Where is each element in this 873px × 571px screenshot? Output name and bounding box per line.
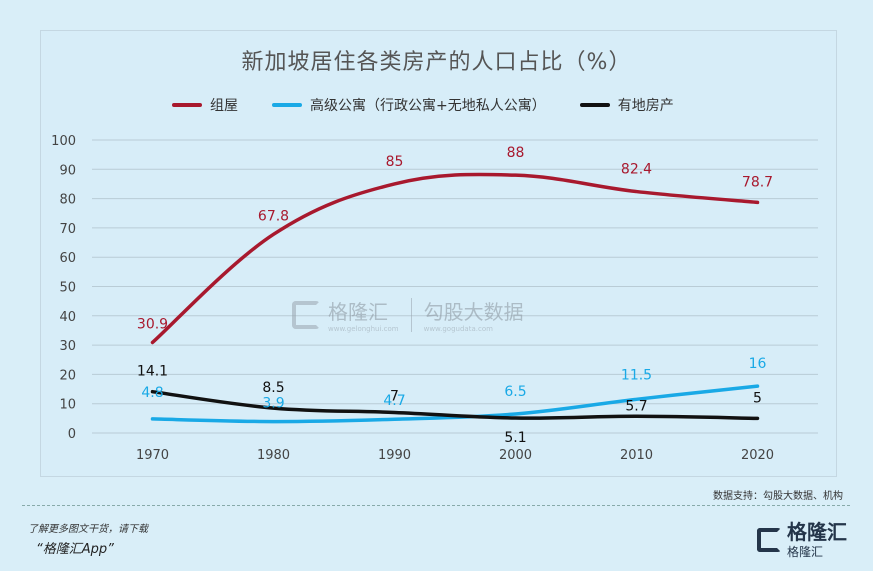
- legend-item-condo: 高级公寓（行政公寓+无地私人公寓）: [272, 95, 546, 115]
- wm-gogu-block: 勾股大数据 www.gogudata.com: [424, 296, 524, 333]
- legend-label-landed: 有地房产: [617, 98, 674, 114]
- brand-g-icon: [757, 528, 781, 552]
- data-label-landed: 5.1: [504, 430, 526, 446]
- y-tick-label: 80: [59, 193, 76, 208]
- promo-text: 了解更多图文干货，请下载: [28, 524, 148, 535]
- y-tick-label: 20: [59, 368, 76, 383]
- data-label-condo: 6.5: [504, 384, 526, 400]
- data-label-landed: 8.5: [262, 380, 284, 396]
- data-label-landed: 14.1: [137, 364, 168, 380]
- x-tick-label: 2020: [741, 448, 774, 463]
- data-label-condo: 16: [749, 356, 767, 372]
- x-tick-label: 1980: [257, 448, 290, 463]
- wm-gogu-url: www.gogudata.com: [423, 325, 493, 333]
- source-note: 数据支持：勾股大数据、机构: [713, 491, 843, 502]
- y-tick-label: 60: [59, 251, 76, 266]
- data-label-landed: 5.7: [625, 398, 647, 414]
- data-label-landed: 5: [753, 390, 762, 406]
- brand-logo: 格隆汇 格隆汇: [757, 522, 847, 558]
- wm-brand: 格隆汇: [328, 300, 388, 324]
- y-tick-label: 0: [68, 427, 76, 442]
- data-label-condo: 3.9: [262, 396, 284, 412]
- y-tick-label: 90: [59, 163, 76, 178]
- legend-swatch-condo: [272, 103, 302, 107]
- wm-brand-url: www.gelonghui.com: [328, 325, 399, 333]
- data-label-condo: 4.7: [383, 393, 405, 409]
- wm-brand-block: 格隆汇 www.gelonghui.com: [328, 296, 399, 333]
- x-tick-label: 2000: [499, 448, 532, 463]
- legend-swatch-landed: [579, 103, 610, 107]
- chart-legend: 组屋 高级公寓（行政公寓+无地私人公寓） 有地房产: [172, 95, 708, 115]
- legend-swatch-hdb: [172, 103, 202, 107]
- watermark: 格隆汇 www.gelonghui.com 勾股大数据 www.gogudata…: [292, 296, 524, 333]
- gelonghui-logo-icon: [292, 300, 320, 329]
- brand-name: 格隆汇: [787, 520, 847, 544]
- x-tick-label: 2010: [620, 448, 653, 463]
- data-label-hdb: 82.4: [621, 162, 652, 178]
- data-label-landed: 7: [390, 388, 399, 404]
- legend-item-landed: 有地房产: [579, 95, 674, 115]
- data-label-hdb: 67.8: [258, 208, 289, 224]
- wm-gogu: 勾股大数据: [423, 300, 524, 324]
- wm-divider: [410, 297, 412, 332]
- data-label-hdb: 78.7: [742, 174, 773, 190]
- brand-text: 格隆汇 格隆汇: [787, 522, 847, 558]
- y-tick-label: 10: [59, 398, 76, 413]
- y-tick-label: 100: [51, 134, 76, 149]
- data-label-hdb: 30.9: [137, 316, 168, 332]
- x-tick-label: 1990: [378, 448, 411, 463]
- chart-title: 新加坡居住各类房产的人口占比（%）: [241, 50, 632, 75]
- y-tick-label: 30: [59, 339, 76, 354]
- data-label-hdb: 85: [386, 154, 404, 170]
- y-tick-label: 70: [59, 222, 76, 237]
- data-label-condo: 11.5: [621, 367, 652, 383]
- brand-sub: 格隆汇: [787, 545, 824, 559]
- y-tick-label: 40: [59, 310, 76, 325]
- x-tick-label: 1970: [136, 448, 169, 463]
- data-label-hdb: 88: [507, 145, 525, 161]
- legend-item-hdb: 组屋: [172, 95, 238, 115]
- y-tick-label: 50: [59, 281, 76, 296]
- legend-label-hdb: 组屋: [210, 98, 238, 114]
- divider: [22, 505, 850, 506]
- legend-label-condo: 高级公寓（行政公寓+无地私人公寓）: [310, 98, 546, 114]
- promo-app-name: “格隆汇App”: [36, 542, 114, 557]
- data-label-condo: 4.8: [141, 385, 163, 401]
- series-line-hdb: [150, 172, 760, 345]
- series-line-landed: [150, 389, 760, 421]
